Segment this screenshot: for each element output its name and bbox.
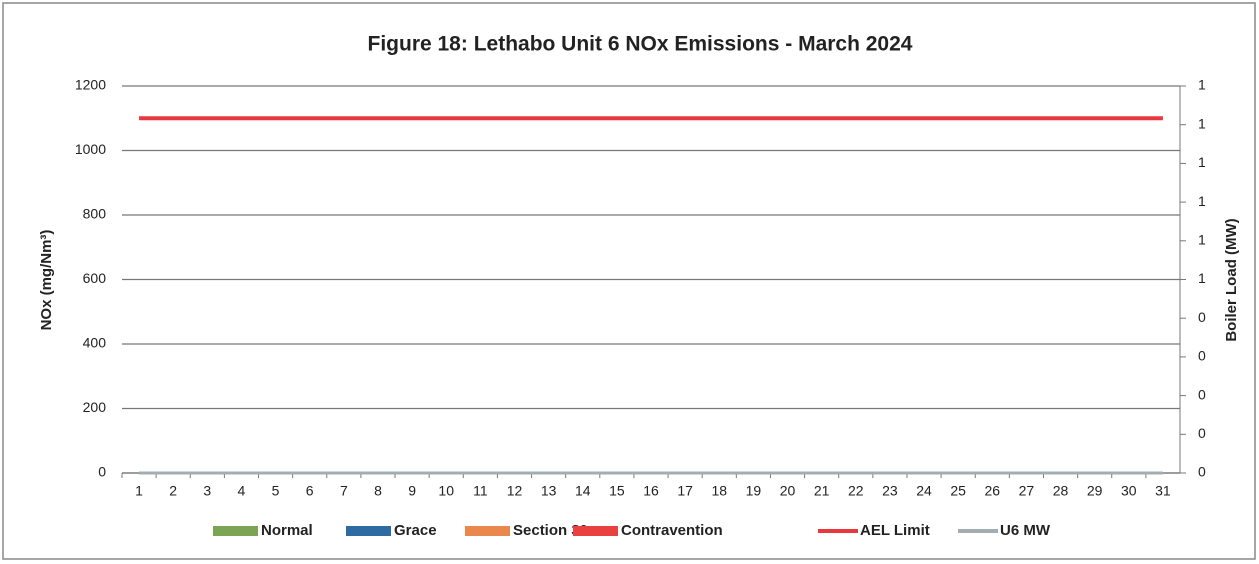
y2-tick-label: 1 bbox=[1198, 193, 1206, 209]
x-tick-label: 7 bbox=[340, 483, 348, 499]
y-tick-label: 800 bbox=[83, 206, 107, 222]
x-tick-label: 4 bbox=[238, 483, 246, 499]
legend-label: U6 MW bbox=[1000, 522, 1051, 539]
y-tick-label: 400 bbox=[83, 335, 107, 351]
y2-tick-label: 0 bbox=[1198, 425, 1206, 441]
x-tick-label: 13 bbox=[541, 483, 557, 499]
x-tick-label: 8 bbox=[374, 483, 382, 499]
x-tick-label: 1 bbox=[135, 483, 143, 499]
chart-title: Figure 18: Lethabo Unit 6 NOx Emissions … bbox=[368, 33, 913, 56]
x-tick-label: 15 bbox=[609, 483, 625, 499]
y-tick-label: 200 bbox=[83, 399, 107, 415]
y2-tick-label: 1 bbox=[1198, 232, 1206, 248]
y2-tick-label: 0 bbox=[1198, 386, 1206, 402]
x-tick-label: 25 bbox=[950, 483, 966, 499]
x-tick-label: 18 bbox=[711, 483, 727, 499]
y2-tick-label: 1 bbox=[1198, 115, 1206, 131]
x-tick-label: 21 bbox=[814, 483, 830, 499]
y-tick-label: 1000 bbox=[75, 141, 106, 157]
y-tick-label: 600 bbox=[83, 270, 107, 286]
x-tick-label: 10 bbox=[438, 483, 454, 499]
legend-label: Contravention bbox=[621, 522, 723, 539]
y2-axis-title: Boiler Load (MW) bbox=[1223, 218, 1240, 341]
y2-tick-label: 1 bbox=[1198, 270, 1206, 286]
x-tick-label: 22 bbox=[848, 483, 864, 499]
x-tick-label: 28 bbox=[1053, 483, 1069, 499]
legend-label: AEL Limit bbox=[860, 522, 930, 539]
x-tick-label: 20 bbox=[780, 483, 796, 499]
legend-label: Grace bbox=[394, 522, 437, 539]
x-tick-label: 23 bbox=[882, 483, 898, 499]
x-tick-label: 3 bbox=[203, 483, 211, 499]
legend-swatch bbox=[573, 526, 618, 536]
x-tick-label: 16 bbox=[643, 483, 659, 499]
x-tick-label: 5 bbox=[272, 483, 280, 499]
x-tick-label: 29 bbox=[1087, 483, 1103, 499]
y-tick-label: 1200 bbox=[75, 77, 106, 93]
x-tick-label: 14 bbox=[575, 483, 591, 499]
x-tick-label: 6 bbox=[306, 483, 314, 499]
y2-tick-label: 1 bbox=[1198, 154, 1206, 170]
y2-tick-label: 0 bbox=[1198, 348, 1206, 364]
x-tick-label: 2 bbox=[169, 483, 177, 499]
y-tick-label: 0 bbox=[98, 464, 106, 480]
y2-tick-label: 0 bbox=[1198, 309, 1206, 325]
legend-label: Normal bbox=[261, 522, 313, 539]
legend-swatch bbox=[346, 526, 391, 536]
x-tick-label: 31 bbox=[1155, 483, 1171, 499]
y2-tick-label: 0 bbox=[1198, 464, 1206, 480]
x-tick-label: 24 bbox=[916, 483, 932, 499]
legend-label: Section 30 bbox=[513, 522, 588, 539]
x-tick-label: 17 bbox=[677, 483, 693, 499]
legend-swatch bbox=[465, 526, 510, 536]
x-tick-label: 27 bbox=[1019, 483, 1035, 499]
y-axis-title: NOx (mg/Nm³) bbox=[38, 230, 55, 331]
x-tick-label: 11 bbox=[473, 483, 488, 499]
x-tick-label: 19 bbox=[746, 483, 762, 499]
y2-tick-label: 1 bbox=[1198, 77, 1206, 93]
x-tick-label: 30 bbox=[1121, 483, 1137, 499]
x-tick-label: 9 bbox=[408, 483, 416, 499]
x-tick-label: 12 bbox=[507, 483, 523, 499]
x-tick-label: 26 bbox=[985, 483, 1001, 499]
legend-swatch bbox=[213, 526, 258, 536]
